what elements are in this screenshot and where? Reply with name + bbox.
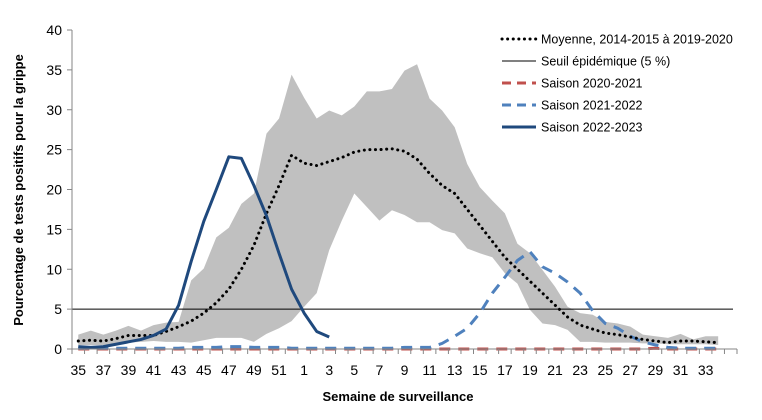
y-tick-label: 30: [46, 102, 62, 118]
x-tick-label: 35: [70, 362, 86, 378]
x-tick-label: 17: [497, 362, 513, 378]
legend-label: Seuil épidémique (5 %): [541, 55, 670, 69]
x-tick-label: 31: [673, 362, 689, 378]
legend-label: Saison 2020-2021: [541, 77, 643, 91]
legend-label: Saison 2021-2022: [541, 99, 643, 113]
y-tick-label: 10: [46, 261, 62, 277]
x-tick-label: 51: [271, 362, 287, 378]
series-line-moyenne-2014-2015-2019-2020: [76, 147, 720, 345]
x-tick-label: 5: [350, 362, 358, 378]
x-tick-label: 3: [325, 362, 333, 378]
x-axis-title: Semaine de surveillance: [322, 389, 473, 404]
x-tick-label: 33: [698, 362, 714, 378]
x-tick-label: 49: [246, 362, 262, 378]
y-tick-label: 25: [46, 142, 62, 158]
y-tick-label: 0: [54, 341, 62, 357]
x-tick-label: 37: [96, 362, 112, 378]
x-tick-label: 29: [648, 362, 664, 378]
x-tick-label: 9: [401, 362, 409, 378]
x-tick-label: 1: [300, 362, 308, 378]
y-tick-label: 20: [46, 182, 62, 198]
series-line-saison-2022-2023: [78, 155, 330, 349]
x-tick-label: 25: [597, 362, 613, 378]
x-tick-label: 13: [447, 362, 463, 378]
legend-label: Saison 2022-2023: [541, 121, 643, 135]
x-tick-label: 45: [196, 362, 212, 378]
x-tick-label: 39: [121, 362, 137, 378]
y-axis-title: Pourcentage de tests positifs pour la gr…: [11, 54, 26, 326]
x-tick-label: 43: [171, 362, 187, 378]
x-tick-label: 7: [376, 362, 384, 378]
x-tick-label: 23: [572, 362, 588, 378]
y-tick-label: 40: [46, 22, 62, 38]
x-tick-label: 41: [146, 362, 162, 378]
x-tick-label: 15: [472, 362, 488, 378]
y-tick-label: 5: [54, 301, 62, 317]
x-tick-label: 47: [221, 362, 237, 378]
legend: Moyenne, 2014-2015 à 2019-2020 Seuil épid…: [500, 33, 733, 135]
y-tick-label: 35: [46, 62, 62, 78]
y-tick-label: 15: [46, 221, 62, 237]
x-tick-label: 27: [623, 362, 639, 378]
legend-label: Moyenne, 2014-2015 à 2019-2020: [541, 33, 733, 47]
x-tick-label: 21: [547, 362, 563, 378]
x-tick-label: 19: [522, 362, 538, 378]
historical-range-band: [78, 64, 719, 346]
x-tick-label: 11: [422, 362, 437, 378]
